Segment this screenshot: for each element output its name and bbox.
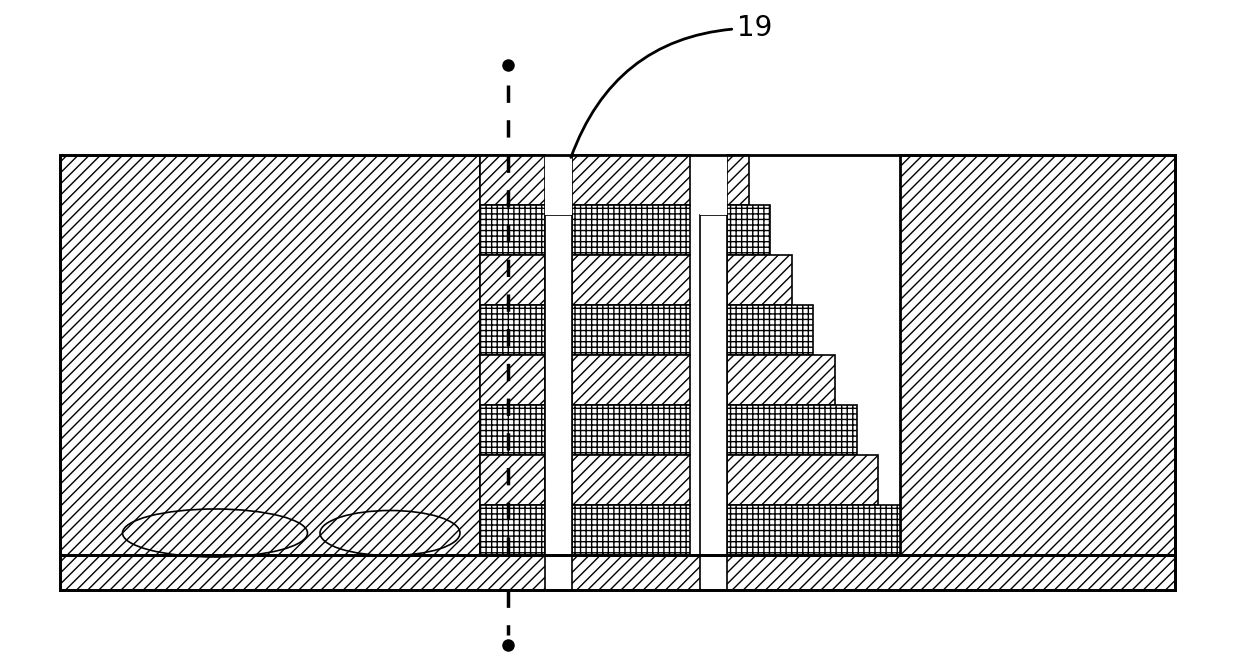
Bar <box>727 505 900 555</box>
Bar <box>545 155 572 215</box>
Bar <box>59 555 1175 590</box>
Bar <box>480 205 545 255</box>
Bar <box>727 405 857 455</box>
Bar <box>480 255 545 305</box>
Bar <box>572 505 690 555</box>
Bar <box>699 155 727 215</box>
Bar <box>572 255 690 305</box>
Bar <box>572 205 690 255</box>
Bar <box>59 155 1175 555</box>
Bar <box>480 305 545 355</box>
Ellipse shape <box>319 510 461 555</box>
Bar <box>572 305 690 355</box>
Bar <box>900 155 1175 555</box>
Bar <box>545 215 572 590</box>
Bar <box>480 505 545 555</box>
Bar <box>699 215 727 590</box>
Bar <box>480 405 545 455</box>
Bar <box>572 355 690 405</box>
Bar <box>59 155 480 555</box>
Bar <box>727 255 792 305</box>
Ellipse shape <box>123 509 307 557</box>
Text: 19: 19 <box>571 14 773 157</box>
Bar <box>727 455 879 505</box>
Bar <box>480 455 545 505</box>
Bar <box>727 355 836 405</box>
Bar <box>572 405 690 455</box>
Bar <box>727 305 813 355</box>
Bar <box>480 155 545 205</box>
Bar <box>572 455 690 505</box>
Bar <box>59 555 1175 590</box>
Bar <box>727 205 770 255</box>
Bar <box>727 155 749 205</box>
Bar <box>572 155 690 205</box>
Bar <box>480 355 545 405</box>
